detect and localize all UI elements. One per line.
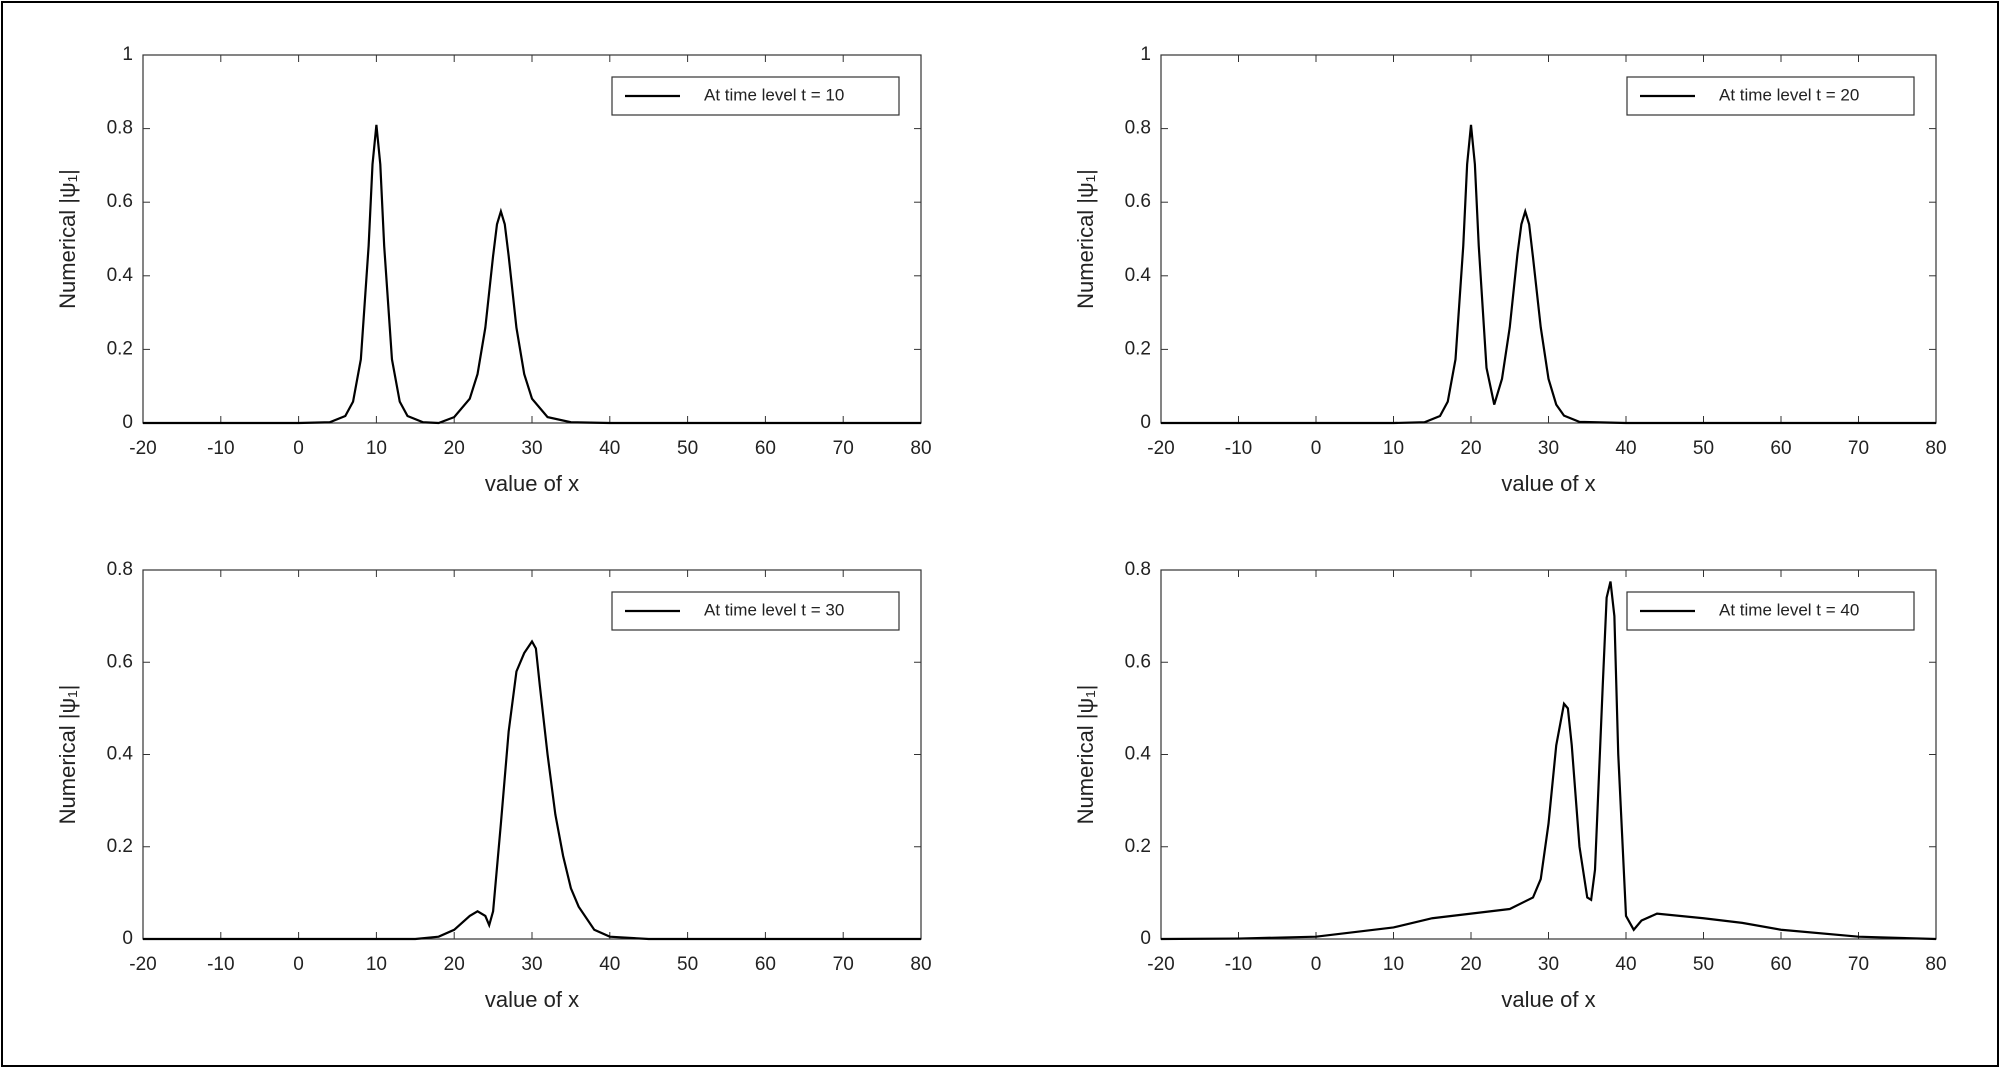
x-tick-label: 50 — [1693, 954, 1714, 975]
x-tick-label: 20 — [1460, 438, 1481, 459]
x-tick-label: 40 — [599, 954, 620, 975]
legend-label: At time level t = 10 — [704, 85, 844, 104]
x-tick-label: 30 — [521, 954, 542, 975]
y-tick-label: 0 — [1140, 928, 1151, 949]
x-tick-label: 10 — [1383, 438, 1404, 459]
y-tick-label: 0.6 — [107, 191, 133, 212]
data-line — [143, 124, 921, 425]
x-tick-label: 80 — [1925, 438, 1946, 459]
x-tick-label: 0 — [1311, 438, 1322, 459]
x-tick-label: 40 — [599, 438, 620, 459]
x-tick-label: 20 — [444, 954, 465, 975]
x-tick-label: 60 — [1770, 438, 1791, 459]
legend-label: At time level t = 30 — [704, 600, 844, 619]
y-tick-label: 0.4 — [107, 265, 134, 286]
y-tick-label: 1 — [122, 44, 133, 65]
x-tick-label: -20 — [1147, 954, 1174, 975]
y-tick-label: 0.8 — [1125, 559, 1151, 580]
y-tick-label: 0.8 — [107, 118, 133, 139]
y-tick-label: 0.6 — [1125, 651, 1151, 672]
plot-area — [1160, 54, 1937, 424]
x-tick-label: 50 — [1693, 438, 1714, 459]
x-tick-label: 70 — [1848, 438, 1869, 459]
x-tick-label: 40 — [1615, 954, 1636, 975]
y-axis-label: Numerical |ψ₁| — [55, 169, 80, 309]
x-tick-label: 10 — [366, 954, 387, 975]
y-tick-label: 0.2 — [107, 338, 133, 359]
y-axis-label: Numerical |ψ₁| — [1073, 685, 1098, 825]
y-tick-label: 0 — [122, 928, 133, 949]
x-tick-label: 70 — [833, 438, 854, 459]
x-axis-label: value of x — [1501, 987, 1595, 1012]
x-tick-label: 10 — [1383, 954, 1404, 975]
x-tick-label: 50 — [677, 954, 698, 975]
data-line — [1160, 581, 1937, 941]
y-tick-label: 0.6 — [1125, 191, 1151, 212]
plot-area — [142, 569, 922, 940]
y-tick-label: 0 — [1140, 412, 1151, 433]
y-tick-label: 0.6 — [107, 651, 133, 672]
x-tick-label: 60 — [755, 954, 776, 975]
y-tick-label: 0 — [122, 412, 133, 433]
data-line — [1161, 124, 1936, 425]
data-line — [143, 639, 921, 941]
x-tick-label: 30 — [1538, 438, 1559, 459]
x-tick-label: 20 — [444, 438, 465, 459]
y-tick-label: 0.4 — [1125, 744, 1152, 765]
x-tick-label: -20 — [129, 438, 156, 459]
x-tick-label: -10 — [1225, 438, 1252, 459]
x-tick-label: -10 — [1225, 954, 1252, 975]
x-tick-label: 30 — [521, 438, 542, 459]
x-tick-label: -20 — [1147, 438, 1174, 459]
x-tick-label: 70 — [1848, 954, 1869, 975]
x-tick-label: 10 — [366, 438, 387, 459]
x-axis-label: value of x — [1501, 471, 1595, 496]
x-tick-label: 80 — [1925, 954, 1946, 975]
x-axis-label: value of x — [485, 471, 579, 496]
y-tick-label: 0.2 — [107, 836, 133, 857]
y-axis-label: Numerical |ψ₁| — [1073, 169, 1098, 309]
y-tick-label: 0.4 — [1125, 265, 1152, 286]
x-tick-label: 70 — [833, 954, 854, 975]
legend-label: At time level t = 40 — [1719, 600, 1859, 619]
x-tick-label: 60 — [755, 438, 776, 459]
x-tick-label: 40 — [1615, 438, 1636, 459]
x-tick-label: 80 — [910, 438, 931, 459]
y-tick-label: 0.4 — [107, 744, 134, 765]
y-tick-label: 0.8 — [1125, 118, 1151, 139]
x-tick-label: -10 — [207, 954, 234, 975]
x-tick-label: -20 — [129, 954, 156, 975]
y-axis-label: Numerical |ψ₁| — [55, 685, 80, 825]
x-tick-label: 80 — [910, 954, 931, 975]
x-axis-label: value of x — [485, 987, 579, 1012]
legend-label: At time level t = 20 — [1719, 85, 1859, 104]
x-tick-label: -10 — [207, 438, 234, 459]
x-tick-label: 60 — [1770, 954, 1791, 975]
y-tick-label: 0.2 — [1125, 338, 1151, 359]
x-tick-label: 20 — [1460, 954, 1481, 975]
x-tick-label: 50 — [677, 438, 698, 459]
plot-area — [1160, 569, 1937, 940]
y-tick-label: 0.8 — [107, 559, 133, 580]
x-tick-label: 0 — [293, 954, 304, 975]
plot-area — [142, 54, 922, 424]
x-tick-label: 0 — [293, 438, 304, 459]
x-tick-label: 0 — [1311, 954, 1322, 975]
y-tick-label: 1 — [1140, 44, 1151, 65]
legend-box — [611, 76, 900, 116]
x-tick-label: 30 — [1538, 954, 1559, 975]
y-tick-label: 0.2 — [1125, 836, 1151, 857]
